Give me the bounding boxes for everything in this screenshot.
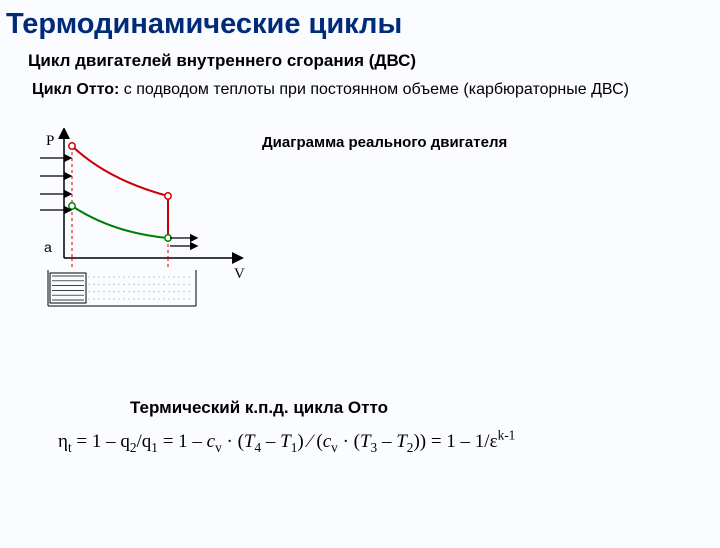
formula: ηt = 1 – q2/q1 = 1 – cv · (T4 – T1) ⁄ (c…: [58, 428, 515, 456]
chart-caption: Диаграмма реального двигателя: [262, 134, 507, 151]
page-title: Термодинамические циклы: [6, 8, 720, 41]
svg-text:P: P: [46, 133, 54, 149]
otto-rest: с подводом теплоты при постоянном объеме…: [119, 81, 629, 98]
formula-mid: 1 – cv · (T4 – T1) ⁄ (cv · (T3 – T2)): [178, 431, 426, 452]
otto-description: Цикл Отто: с подводом теплоты при постоя…: [32, 81, 720, 99]
svg-text:V: V: [234, 266, 245, 282]
kpd-title: Термический к.п.д. цикла Отто: [130, 398, 388, 418]
subtitle: Цикл двигателей внутреннего сгорания (ДВ…: [28, 51, 720, 71]
formula-left: ηt = 1 – q2/q1 =: [58, 431, 178, 452]
pv-diagram: P Va: [18, 128, 258, 338]
formula-right: = 1 – 1/εk-1: [431, 431, 515, 452]
svg-text:a: a: [44, 239, 52, 255]
otto-prefix: Цикл Отто:: [32, 81, 119, 98]
